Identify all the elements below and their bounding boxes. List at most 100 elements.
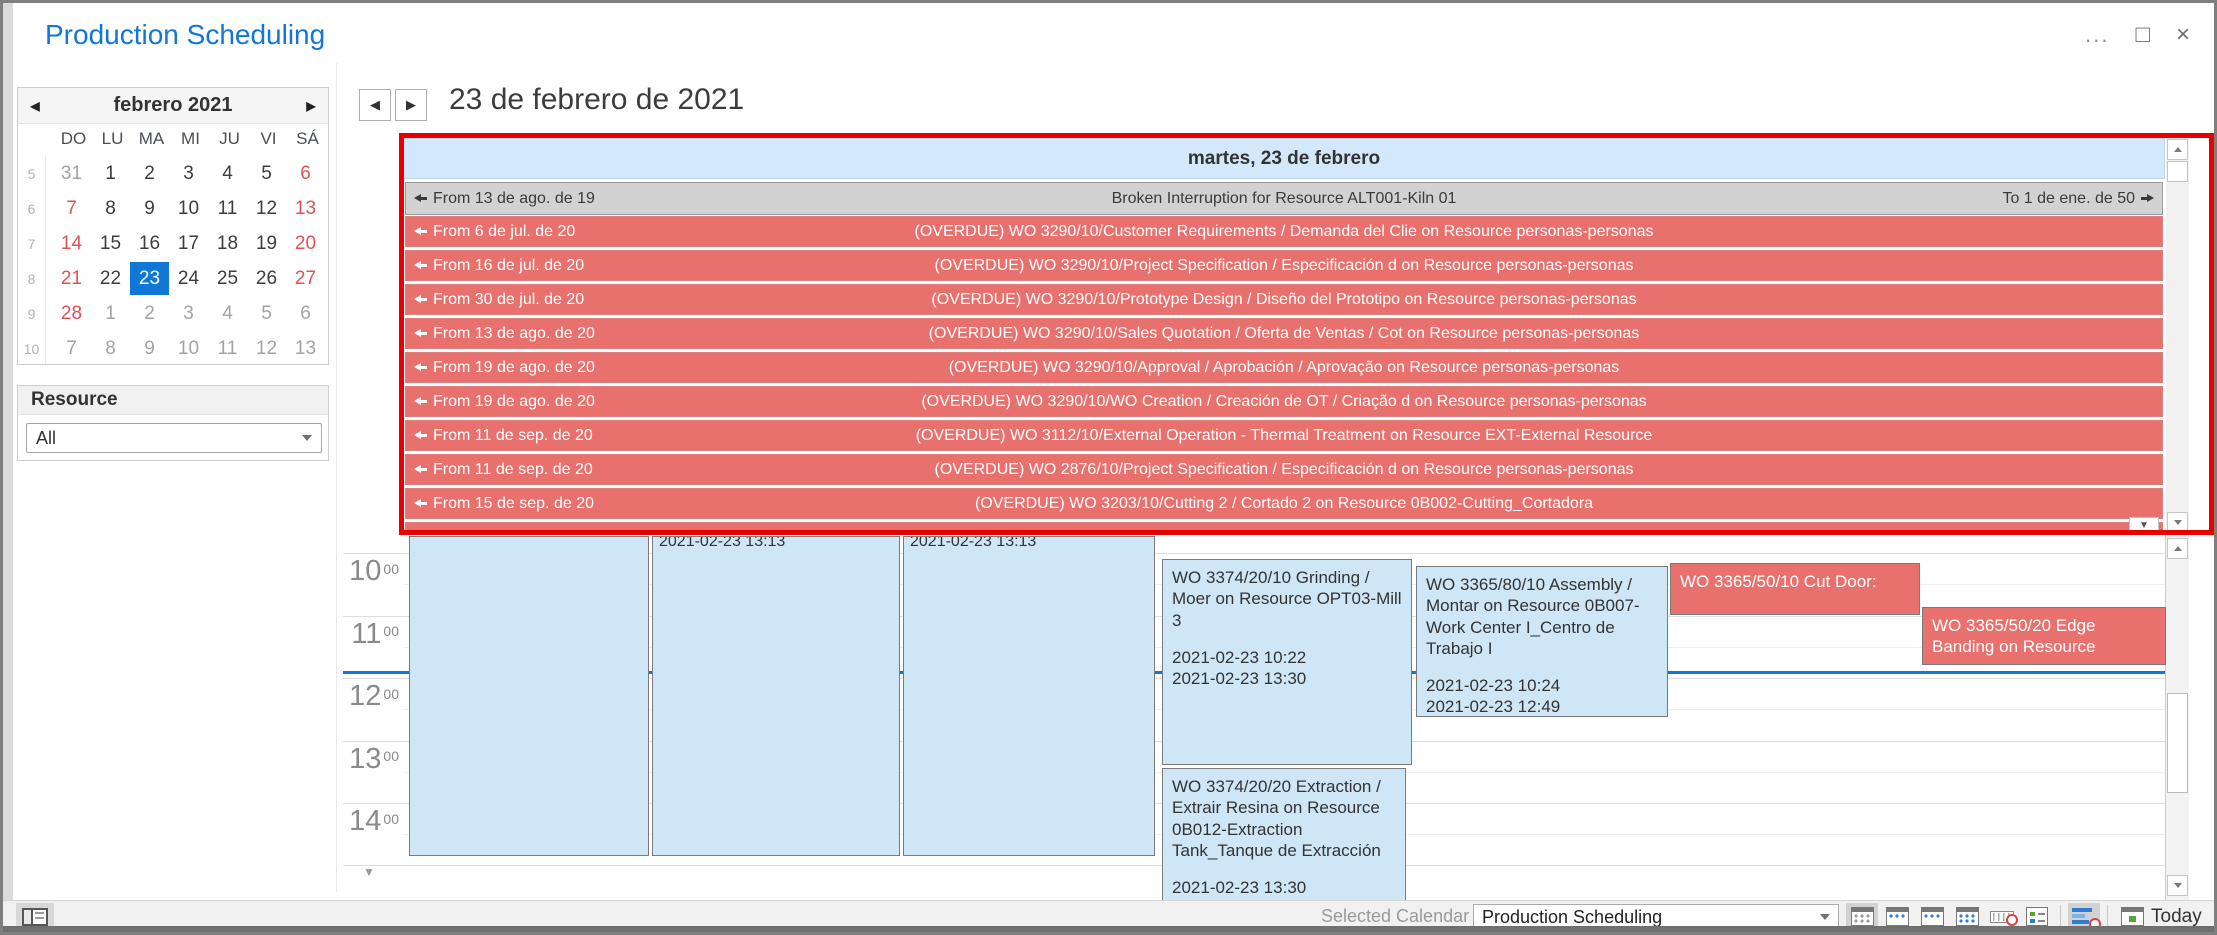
- day-cell[interactable]: 27: [294, 267, 317, 289]
- day-cell[interactable]: 13: [294, 337, 317, 359]
- appointment-grinding[interactable]: WO 3374/20/10 Grinding / Moer on Resourc…: [1162, 559, 1412, 765]
- day-cell[interactable]: 10: [177, 197, 200, 219]
- week-number: 6: [18, 191, 46, 226]
- overdue-appointment-bar[interactable]: From 6 de jul. de 20 (OVERDUE) WO 3290/10…: [405, 216, 2163, 247]
- allday-scrollbar[interactable]: [2166, 138, 2189, 535]
- day-cell[interactable]: 17: [177, 232, 200, 254]
- next-day-button[interactable]: ▶: [395, 89, 427, 121]
- day-cell[interactable]: 7: [66, 197, 77, 219]
- day-cell[interactable]: 31: [60, 162, 83, 184]
- appointment-column-3[interactable]: 2021-02-23 13:13: [903, 536, 1155, 856]
- grid-scrollbar[interactable]: [2166, 535, 2189, 900]
- day-cell[interactable]: 19: [255, 232, 278, 254]
- view-switcher: Today: [1846, 901, 2208, 932]
- ruler-more-icon[interactable]: ▼: [363, 865, 375, 879]
- day-cell[interactable]: 2: [144, 162, 155, 184]
- selected-calendar-dropdown[interactable]: Production Scheduling: [1473, 904, 1839, 930]
- overdue-appointment-bar[interactable]: From 15 de sep. de 20(OVERDUE) WO 3203/1…: [405, 522, 2163, 535]
- calendar-prev-icon[interactable]: ◀: [30, 99, 40, 113]
- day-cell[interactable]: 16: [138, 232, 161, 254]
- day-cell[interactable]: 22: [99, 267, 122, 289]
- more-options-icon[interactable]: ...: [2085, 22, 2110, 47]
- resource-panel: Resource All: [17, 385, 329, 461]
- grid-scroll-thumb[interactable]: [2167, 693, 2188, 793]
- day-cell[interactable]: 21: [60, 267, 83, 289]
- overdue-appointment-bar[interactable]: From 11 de sep. de 20 (OVERDUE) WO 2876/1…: [405, 454, 2163, 485]
- all-day-area: martes, 23 de febrero From 13 de ago. de…: [403, 138, 2189, 535]
- overdue-appointment-bar[interactable]: From 15 de sep. de 20(OVERDUE) WO 3203/1…: [405, 488, 2163, 519]
- day-cell[interactable]: 5: [261, 302, 272, 324]
- calendar-next-icon[interactable]: ▶: [306, 99, 316, 113]
- scroll-up-icon[interactable]: [2167, 538, 2188, 559]
- allday-scroll-thumb[interactable]: [2167, 161, 2188, 182]
- appointment-edge-banding[interactable]: WO 3365/50/20 Edge Banding on Resource: [1922, 607, 2166, 665]
- day-cell[interactable]: 9: [144, 197, 155, 219]
- day-cell[interactable]: 18: [216, 232, 239, 254]
- appointment-extraction[interactable]: WO 3374/20/20 Extraction / Extrair Resin…: [1162, 768, 1406, 900]
- day-cell[interactable]: 1: [105, 162, 116, 184]
- overdue-appointment-bar[interactable]: From 11 de sep. de 20 (OVERDUE) WO 3112/1…: [405, 420, 2163, 451]
- day-cell[interactable]: 11: [217, 197, 238, 219]
- scroll-down-icon[interactable]: [2167, 875, 2188, 896]
- scroll-down-icon[interactable]: [2167, 512, 2188, 533]
- maximize-icon[interactable]: □: [2135, 21, 2150, 48]
- overdue-appointment-bar[interactable]: From 30 de jul. de 20 (OVERDUE) WO 3290/1…: [405, 284, 2163, 315]
- appointment-column-1[interactable]: [409, 536, 649, 856]
- overdue-appointment-bar[interactable]: From 19 de ago. de 20 (OVERDUE) WO 3290/1…: [405, 352, 2163, 383]
- resource-dropdown[interactable]: All: [26, 423, 322, 453]
- previous-day-button[interactable]: ◀: [359, 89, 391, 121]
- day-cell[interactable]: 12: [255, 197, 278, 219]
- day-cell[interactable]: 3: [183, 302, 194, 324]
- day-view-button[interactable]: [1846, 902, 1878, 931]
- appointment-column-2[interactable]: 2021-02-23 13:13: [652, 536, 900, 856]
- time-grid: 10 00 11 00 12 00 13 00 14 00 2021-02-23 13:13 20…: [343, 535, 2189, 900]
- close-icon[interactable]: ×: [2175, 21, 2190, 48]
- mini-calendar-header: ◀ febrero 2021 ▶: [18, 88, 328, 124]
- day-cell[interactable]: 11: [217, 337, 238, 359]
- appointment-assembly[interactable]: WO 3365/80/10 Assembly / Montar on Resou…: [1416, 566, 1668, 717]
- day-cell[interactable]: 20: [294, 232, 317, 254]
- agenda-view-button[interactable]: [2021, 903, 2053, 931]
- overdue-appointment-bar[interactable]: From 13 de ago. de 20 (OVERDUE) WO 3290/1…: [405, 318, 2163, 349]
- selected-day-cell[interactable]: 23: [130, 262, 169, 295]
- day-cell[interactable]: 1: [105, 302, 116, 324]
- day-cell[interactable]: 8: [105, 197, 116, 219]
- work-week-view-button[interactable]: [1881, 903, 1913, 931]
- week-number: 9: [18, 296, 46, 331]
- day-cell[interactable]: 10: [177, 337, 200, 359]
- day-cell[interactable]: 15: [99, 232, 122, 254]
- toolbar-separator: [2060, 904, 2061, 929]
- scroll-up-icon[interactable]: [2167, 139, 2188, 160]
- more-items-indicator[interactable]: ▼: [2129, 517, 2159, 534]
- today-button[interactable]: Today: [2115, 903, 2208, 931]
- day-cell[interactable]: 25: [216, 267, 239, 289]
- day-cell[interactable]: 4: [222, 302, 233, 324]
- day-cell[interactable]: 9: [144, 337, 155, 359]
- day-cell[interactable]: 5: [261, 162, 272, 184]
- toggle-sidebar-button[interactable]: [16, 903, 54, 930]
- timeline-view-button[interactable]: [1986, 903, 2018, 931]
- interruption-bar[interactable]: From 13 de ago. de 19 Broken Interruptio…: [405, 182, 2163, 215]
- day-cell[interactable]: 7: [66, 337, 77, 359]
- overdue-appointment-bar[interactable]: From 16 de jul. de 20 (OVERDUE) WO 3290/1…: [405, 250, 2163, 281]
- day-cell[interactable]: 6: [300, 302, 311, 324]
- day-cell[interactable]: 28: [60, 302, 83, 324]
- day-cell[interactable]: 26: [255, 267, 278, 289]
- week-view-button[interactable]: [1916, 903, 1948, 931]
- day-cell[interactable]: 13: [294, 197, 317, 219]
- day-cell[interactable]: 8: [105, 337, 116, 359]
- time-ruler-label: 10 00: [349, 555, 399, 587]
- day-cell[interactable]: 3: [183, 162, 194, 184]
- overdue-appointment-bar[interactable]: From 19 de ago. de 20 (OVERDUE) WO 3290/1…: [405, 386, 2163, 417]
- month-view-button[interactable]: [1951, 903, 1983, 931]
- day-cell[interactable]: 14: [60, 232, 83, 254]
- day-cell[interactable]: 6: [300, 162, 311, 184]
- day-cell[interactable]: 12: [255, 337, 278, 359]
- day-cell[interactable]: 24: [177, 267, 200, 289]
- appointment-cut-door[interactable]: WO 3365/50/10 Cut Door:: [1670, 563, 1920, 615]
- sidebar-splitter[interactable]: [336, 63, 337, 892]
- week-view-icon: [1920, 907, 1944, 926]
- day-cell[interactable]: 2: [144, 302, 155, 324]
- day-cell[interactable]: 4: [222, 162, 233, 184]
- continues-left-icon: [414, 227, 427, 236]
